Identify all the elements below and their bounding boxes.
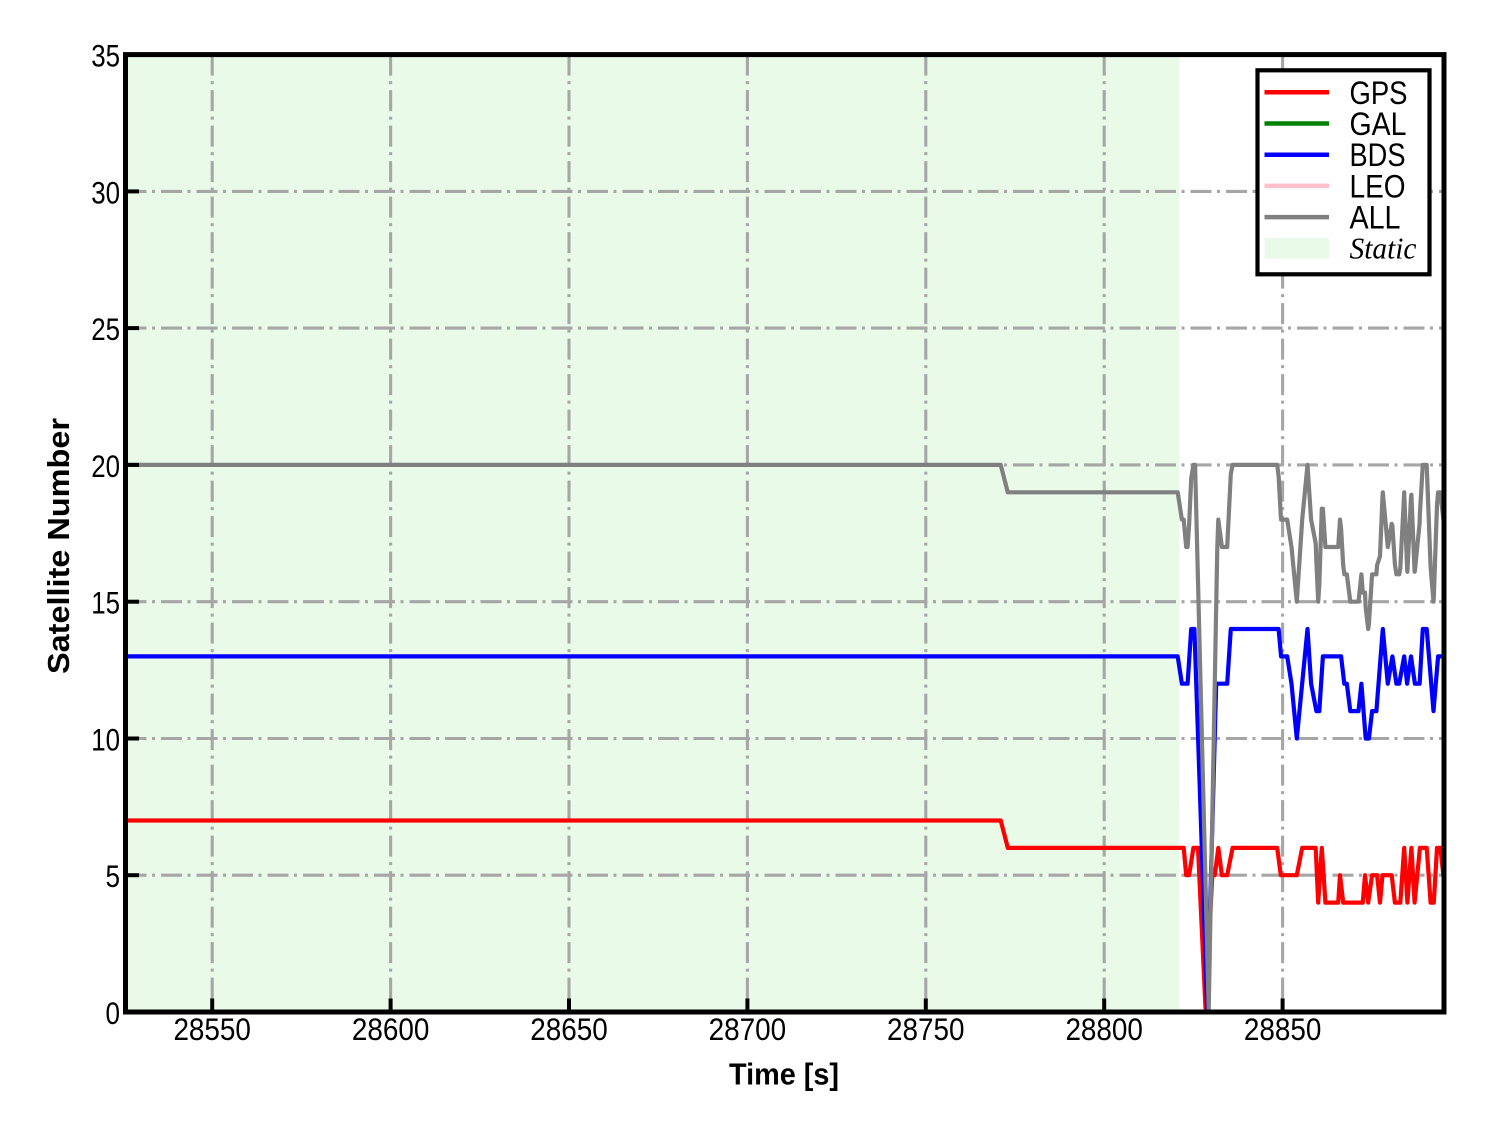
svg-text:15: 15 <box>91 585 120 621</box>
svg-text:Time [s]: Time [s] <box>729 1057 839 1092</box>
svg-text:28650: 28650 <box>530 1011 608 1047</box>
svg-text:28700: 28700 <box>709 1011 787 1047</box>
svg-text:28600: 28600 <box>352 1011 430 1047</box>
svg-text:BDS: BDS <box>1350 137 1406 173</box>
svg-text:LEO: LEO <box>1350 168 1406 204</box>
svg-text:Satellite Number: Satellite Number <box>41 418 76 674</box>
svg-text:GAL: GAL <box>1350 106 1407 142</box>
svg-text:35: 35 <box>91 38 120 74</box>
svg-text:28750: 28750 <box>887 1011 965 1047</box>
svg-text:0: 0 <box>106 995 121 1031</box>
svg-text:GPS: GPS <box>1350 75 1408 111</box>
svg-text:5: 5 <box>106 858 121 894</box>
svg-text:25: 25 <box>91 311 120 347</box>
svg-text:20: 20 <box>91 448 120 484</box>
svg-text:ALL: ALL <box>1350 200 1401 236</box>
svg-text:28800: 28800 <box>1065 1011 1143 1047</box>
svg-text:10: 10 <box>91 722 120 758</box>
svg-text:28850: 28850 <box>1244 1011 1322 1047</box>
svg-text:28550: 28550 <box>173 1011 251 1047</box>
svg-text:Static: Static <box>1350 231 1417 266</box>
svg-text:30: 30 <box>91 174 120 210</box>
